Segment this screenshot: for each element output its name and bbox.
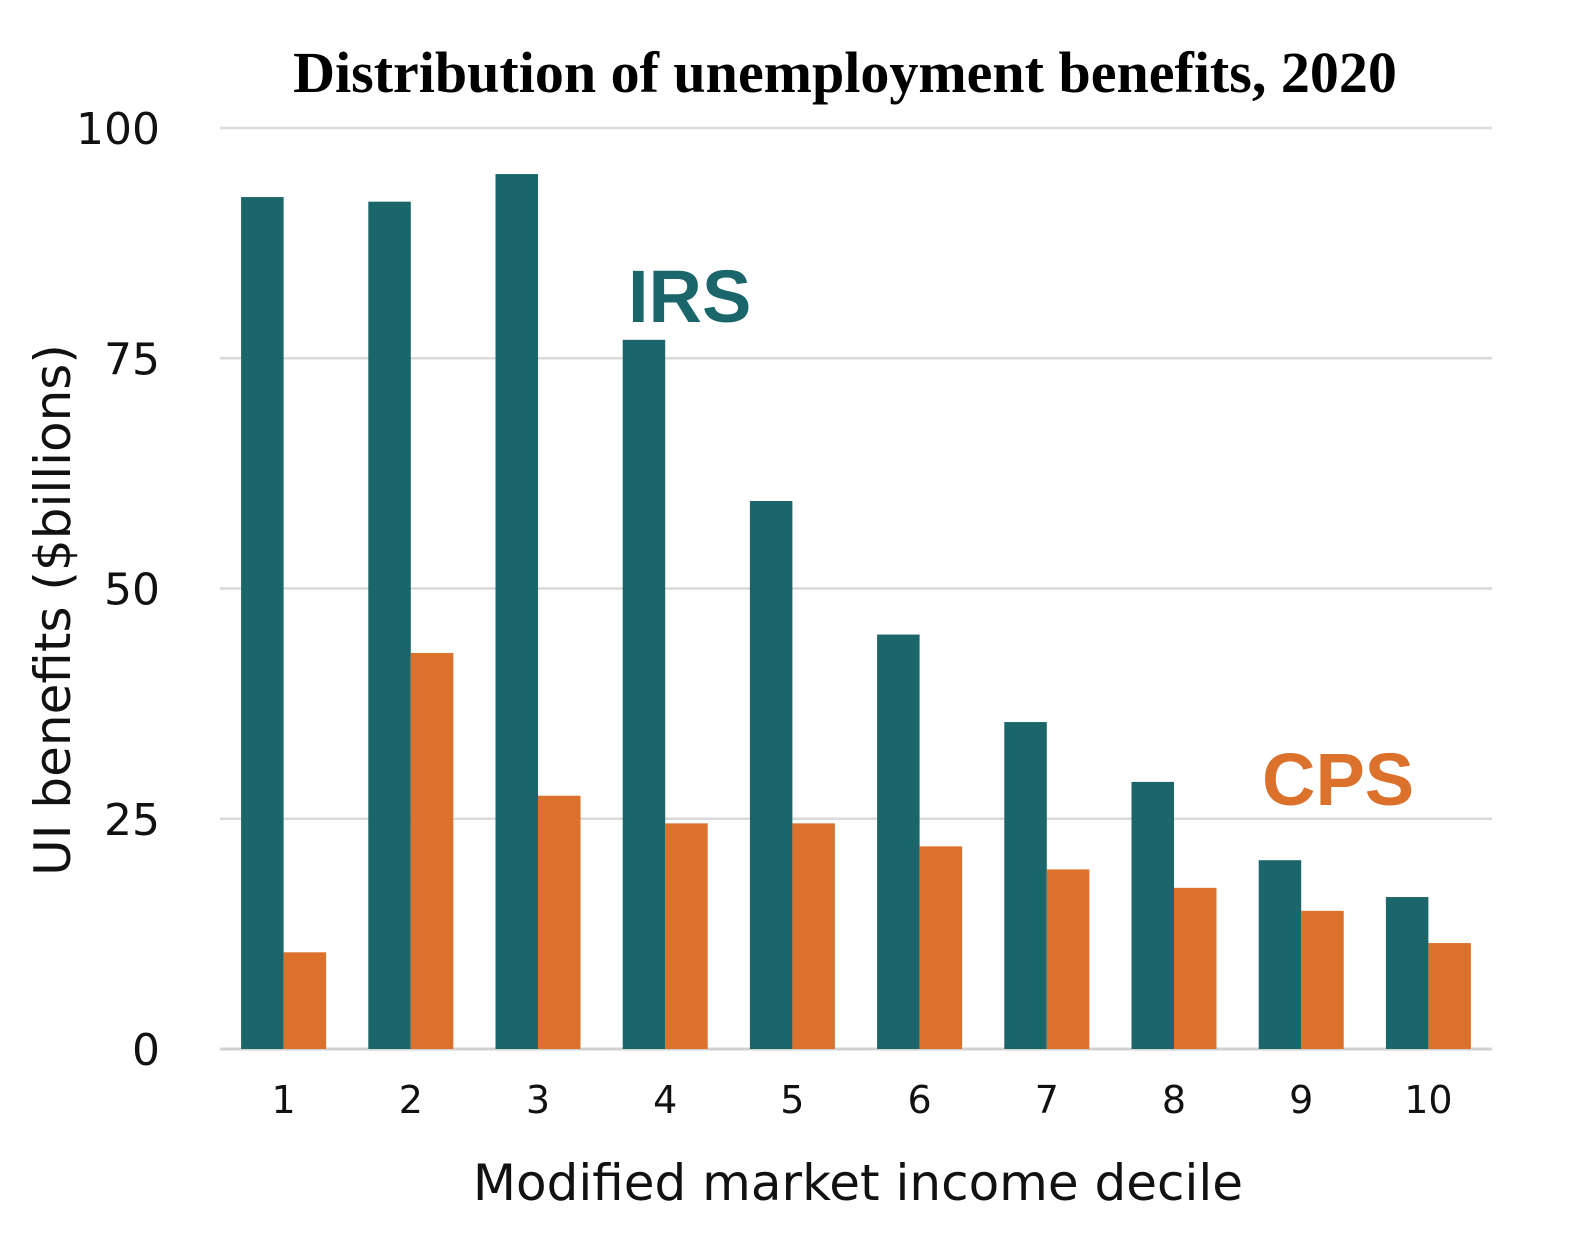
x-tick-label: 3 — [526, 1078, 550, 1122]
x-tick-label: 6 — [908, 1078, 932, 1122]
bar-cps-10 — [1428, 943, 1471, 1049]
series-label-cps: CPS — [1262, 738, 1414, 821]
bar-cps-3 — [538, 795, 581, 1049]
chart-title: Distribution of unemployment benefits, 2… — [293, 40, 1397, 105]
bar-irs-5 — [749, 501, 793, 1049]
bar-cps-1 — [283, 952, 327, 1049]
bar-cps-8 — [1174, 887, 1217, 1049]
y-axis-label: UI benefits ($billions) — [24, 344, 82, 876]
bar-irs-7 — [1004, 722, 1047, 1049]
x-tick-label: 10 — [1404, 1078, 1452, 1122]
bar-irs-1 — [241, 197, 284, 1049]
bar-cps-6 — [919, 846, 963, 1049]
bar-irs-4 — [622, 339, 666, 1050]
bar-irs-10 — [1385, 897, 1429, 1049]
x-axis-label: Modified market income decile — [473, 1154, 1243, 1212]
bar-irs-9 — [1258, 860, 1302, 1049]
x-tick-label: 8 — [1162, 1078, 1186, 1122]
y-tick-label: 100 — [76, 104, 160, 155]
series-label-irs: IRS — [628, 255, 751, 338]
y-axis-ticks: 0 25 50 75 100 — [76, 104, 160, 1076]
bar-cps-2 — [410, 652, 454, 1049]
x-tick-label: 2 — [399, 1078, 423, 1122]
bar-cps-5 — [792, 823, 835, 1049]
bar-cps-9 — [1301, 910, 1344, 1049]
x-tick-label: 5 — [780, 1078, 804, 1122]
y-tick-label: 25 — [104, 795, 160, 846]
x-tick-label: 7 — [1035, 1078, 1059, 1122]
y-tick-label: 0 — [132, 1025, 160, 1076]
bar-irs-3 — [495, 174, 538, 1050]
x-axis-ticks: 1 2 3 4 5 6 7 8 9 10 — [272, 1078, 1453, 1122]
bar-irs-8 — [1131, 781, 1174, 1049]
bar-irs-2 — [368, 201, 411, 1049]
x-tick-label: 9 — [1289, 1078, 1313, 1122]
x-tick-label: 1 — [272, 1078, 296, 1122]
bars — [241, 174, 1471, 1050]
bar-cps-7 — [1046, 869, 1090, 1049]
bar-irs-6 — [877, 634, 920, 1049]
x-tick-label: 4 — [653, 1078, 677, 1122]
bar-cps-4 — [665, 823, 708, 1049]
y-tick-label: 75 — [104, 334, 160, 385]
y-tick-label: 50 — [104, 565, 160, 616]
